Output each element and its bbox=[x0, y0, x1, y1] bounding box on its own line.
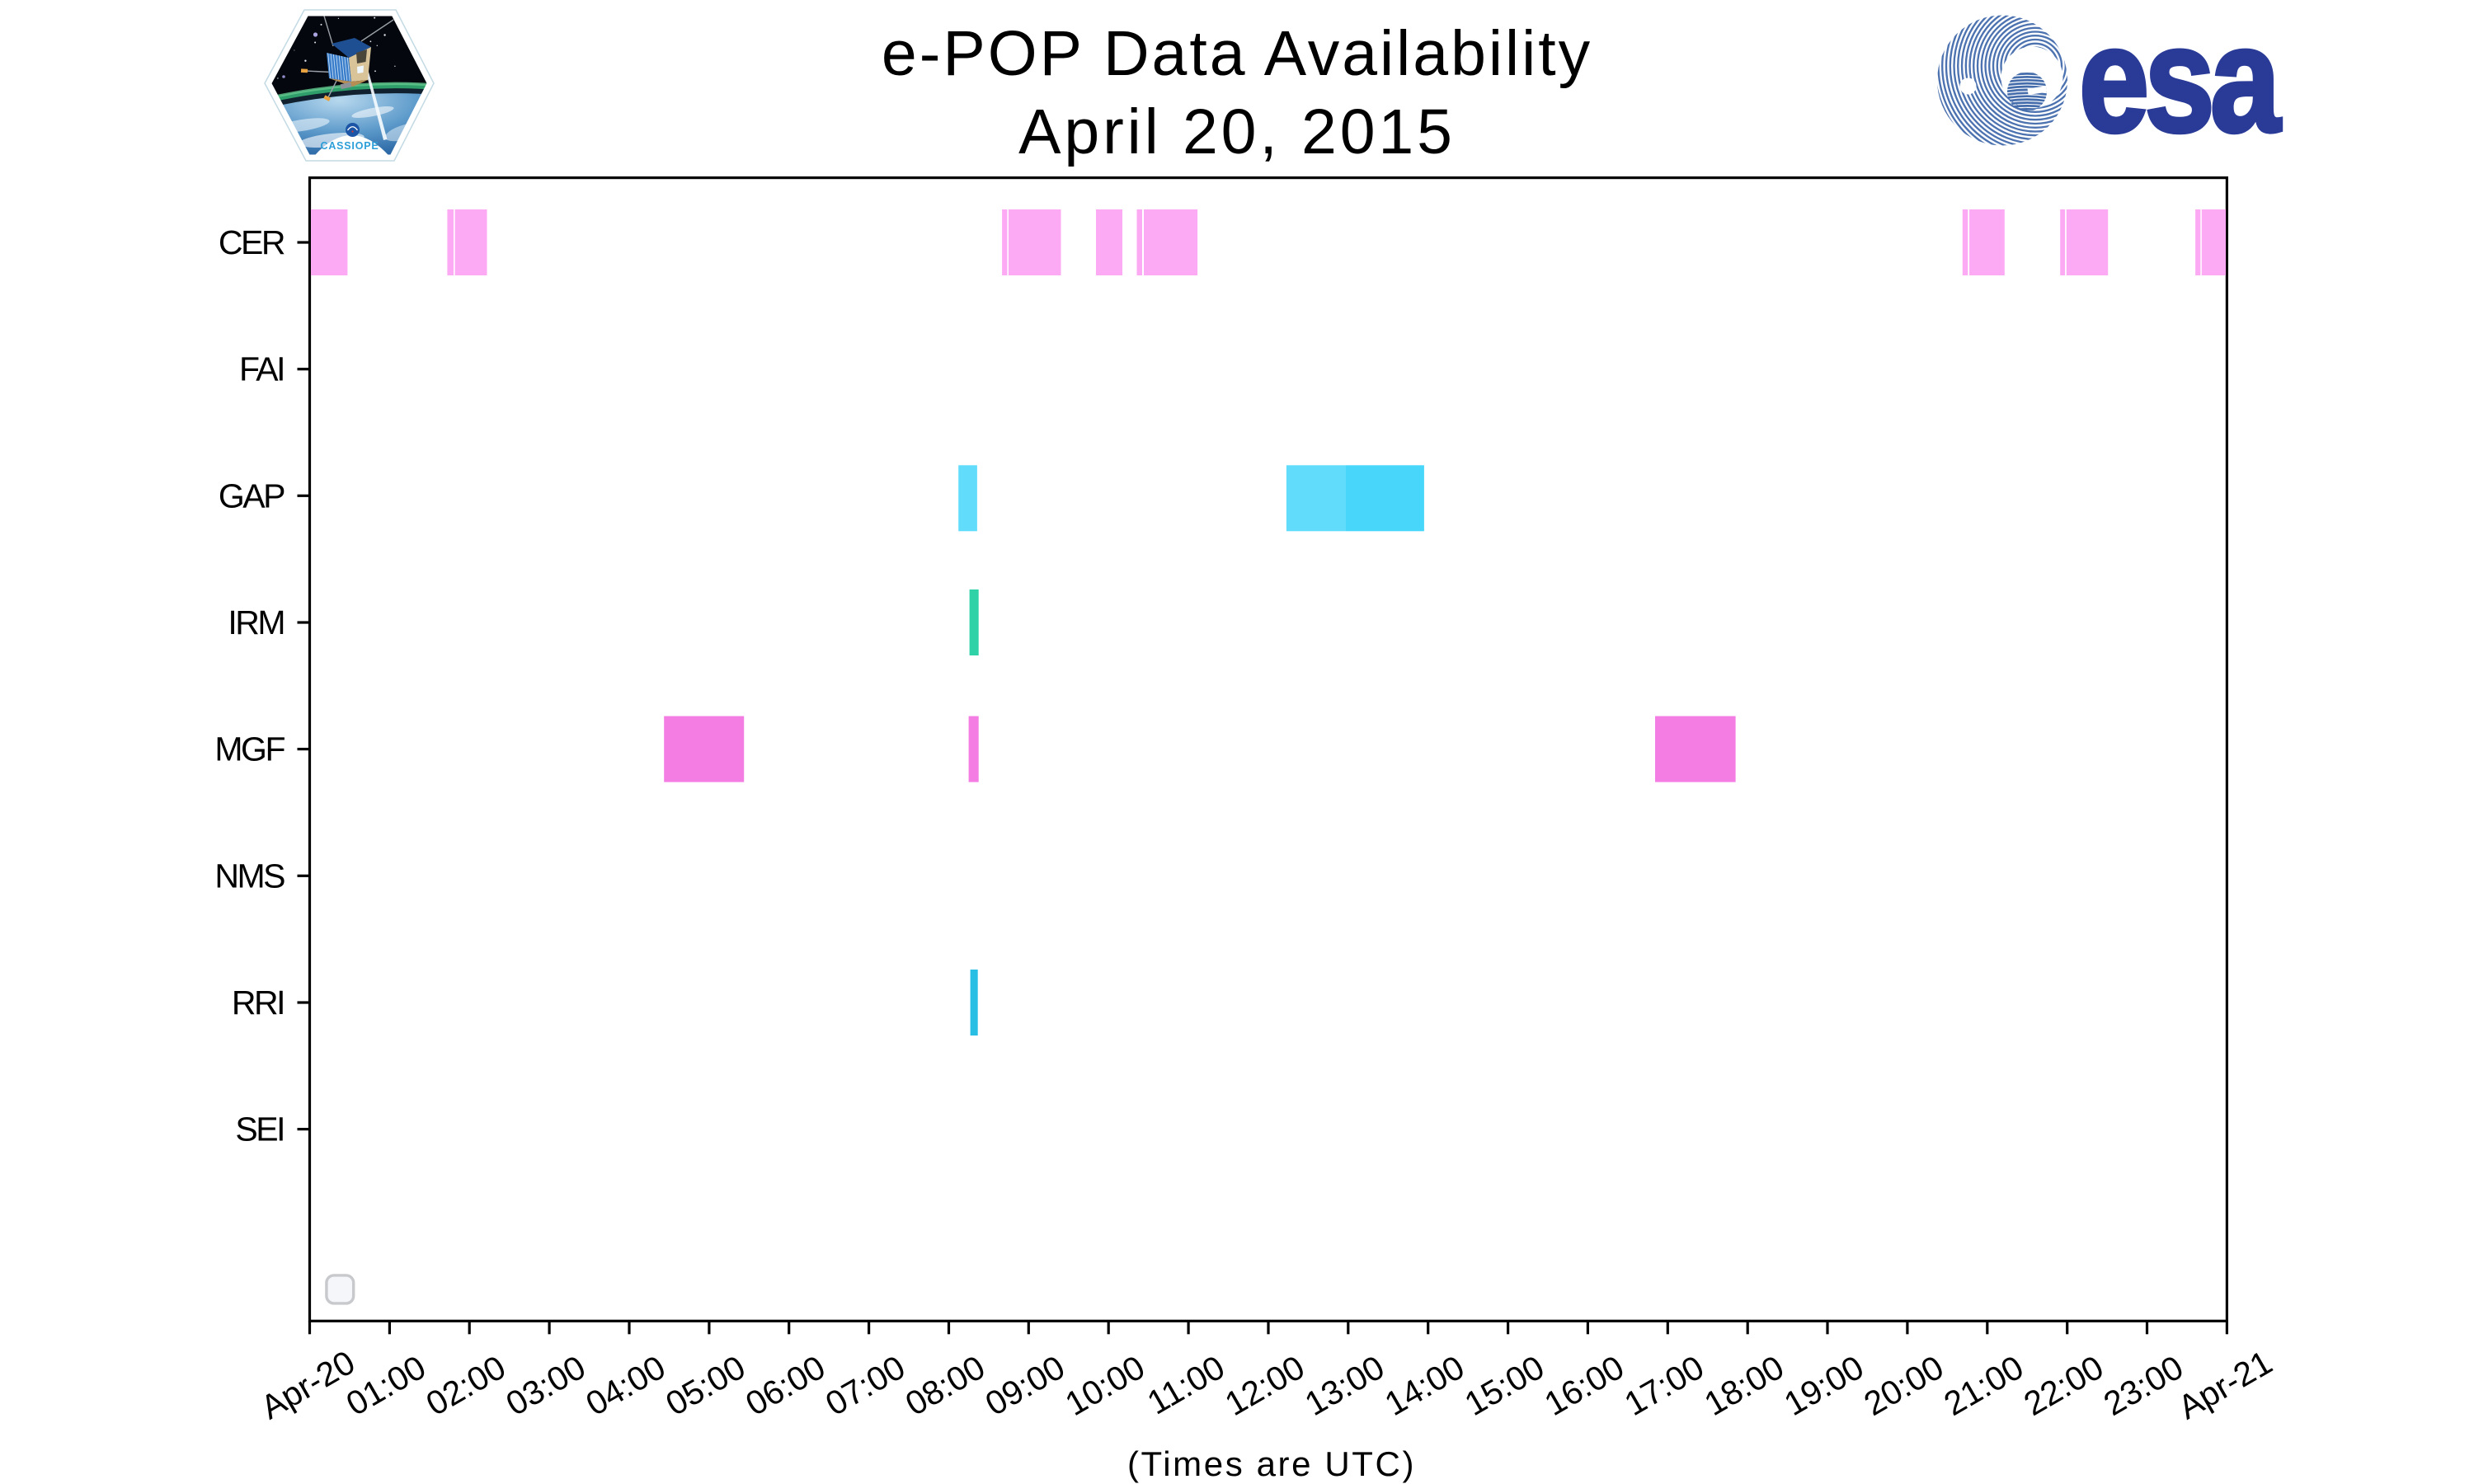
svg-text:(Times are UTC): (Times are UTC) bbox=[1127, 1444, 1416, 1483]
svg-text:CASSIOPE: CASSIOPE bbox=[321, 140, 379, 152]
svg-text:SEI: SEI bbox=[235, 1111, 284, 1148]
svg-text:April 20, 2015: April 20, 2015 bbox=[1018, 96, 1456, 167]
svg-text:esa: esa bbox=[2079, 0, 2282, 163]
svg-text:NMS: NMS bbox=[214, 857, 285, 895]
svg-text:e-POP Data Availability: e-POP Data Availability bbox=[882, 18, 1592, 89]
svg-text:MGF: MGF bbox=[214, 730, 285, 768]
svg-text:CER: CER bbox=[219, 223, 285, 261]
svg-text:FAI: FAI bbox=[239, 350, 284, 388]
svg-text:RRI: RRI bbox=[232, 984, 284, 1021]
svg-text:GAP: GAP bbox=[219, 477, 285, 514]
svg-text:IRM: IRM bbox=[228, 603, 284, 641]
